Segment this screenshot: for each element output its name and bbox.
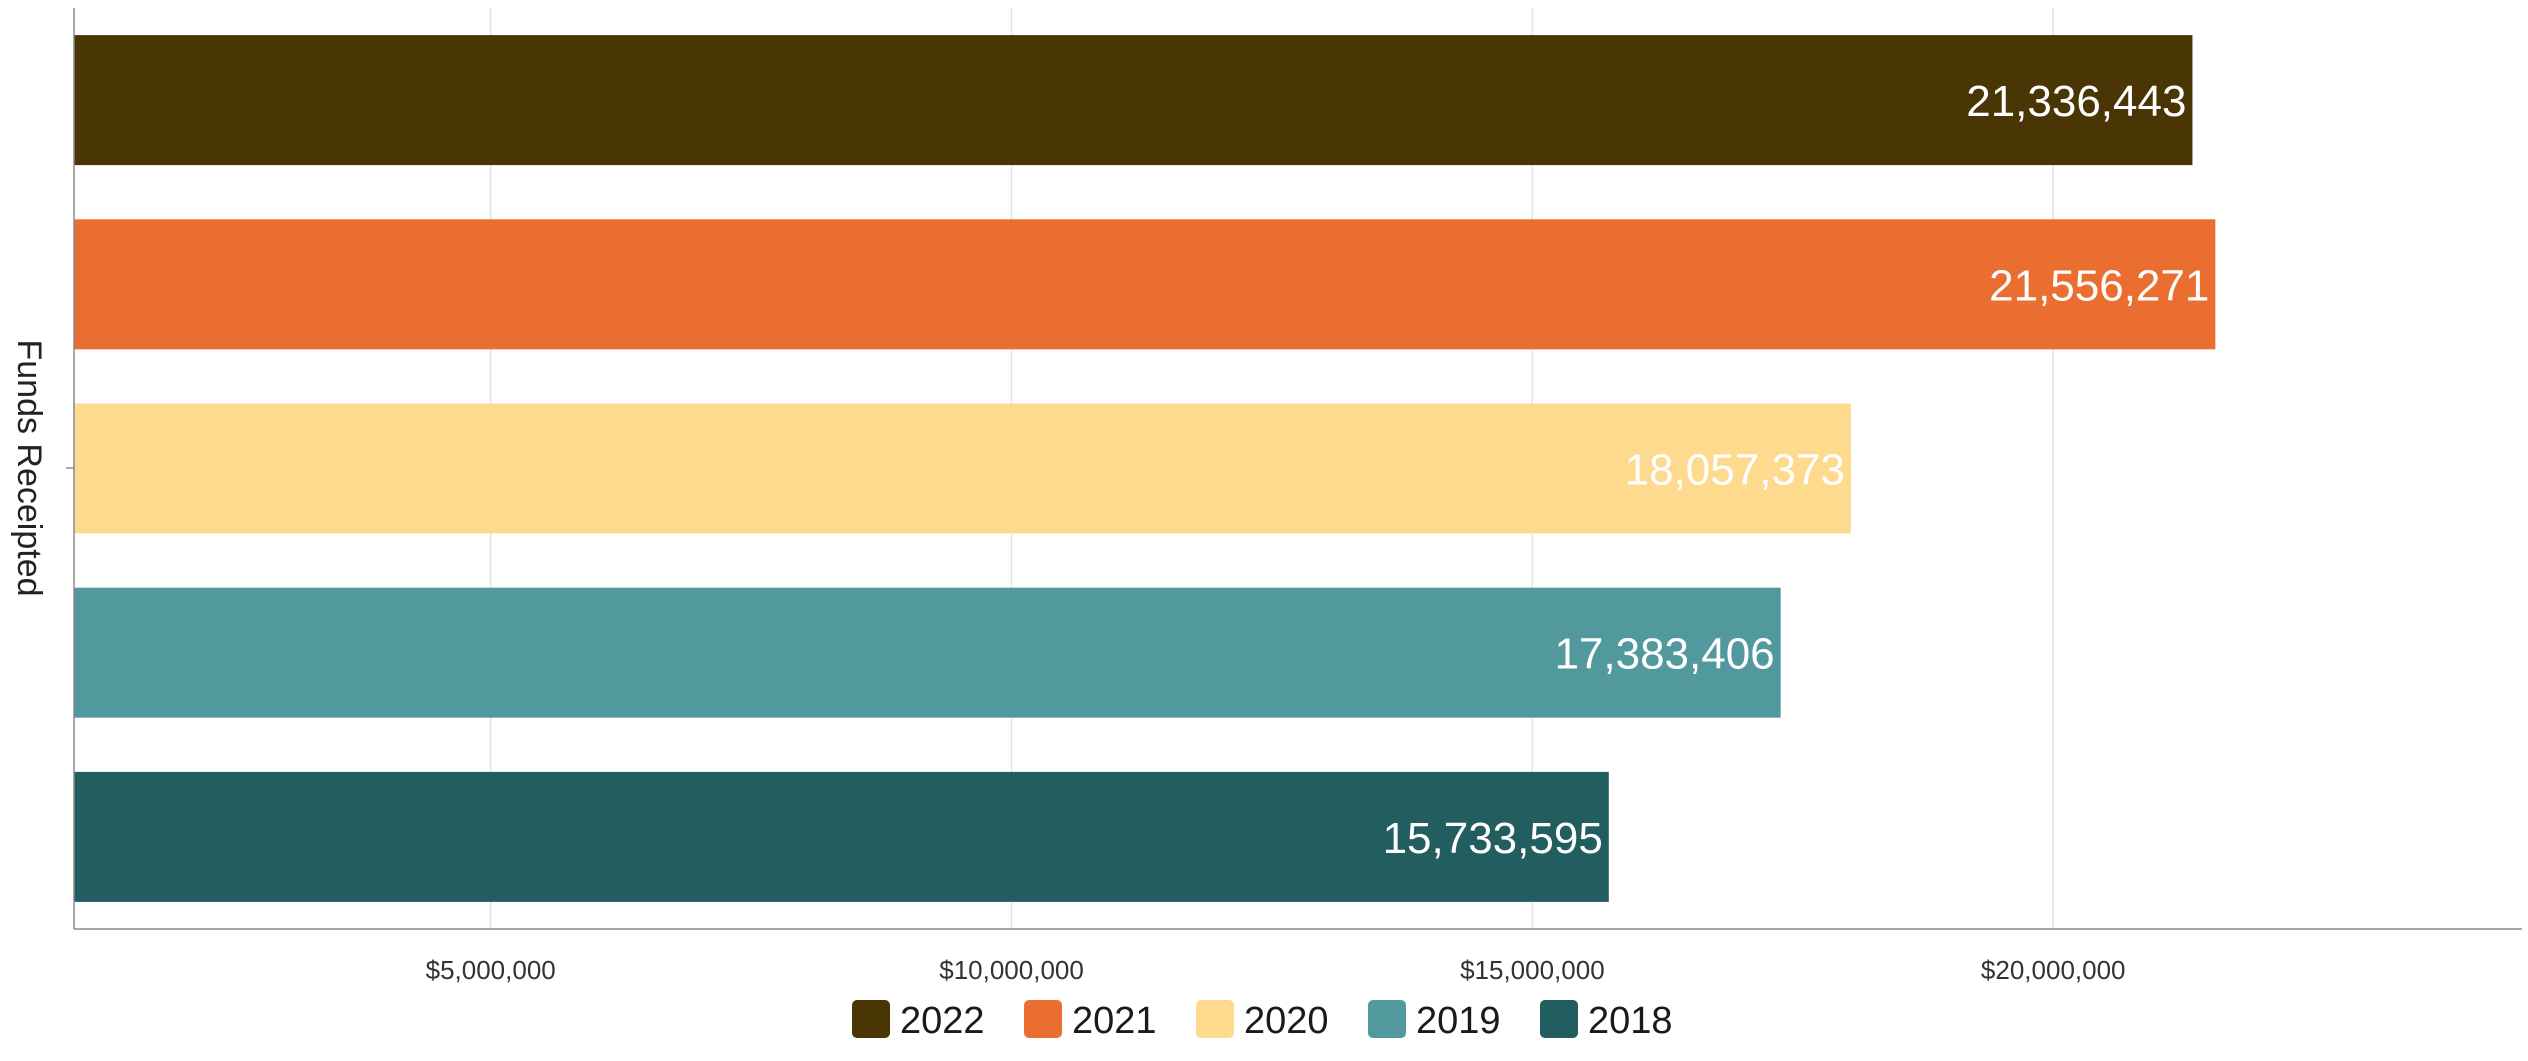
bar-value-label: 15,733,595 [1383, 814, 1603, 863]
bar-value-label: 21,336,443 [1966, 77, 2186, 126]
bar-2018 [74, 771, 1609, 902]
legend-label: 2022 [900, 1000, 985, 1042]
legend-swatch-2021 [1024, 1000, 1062, 1038]
legend-swatch-2022 [852, 1000, 890, 1038]
axes: $5,000,000 $10,000,000 $15,000,000 $20,000,… [66, 8, 2522, 985]
legend-label: 2018 [1588, 1000, 1673, 1042]
x-tick-label: $20,000,000 [1981, 955, 2126, 985]
bar-value-label: 17,383,406 [1554, 630, 1774, 679]
legend-label: 2020 [1244, 1000, 1329, 1042]
legend-swatch-2020 [1196, 1000, 1234, 1038]
legend-label: 2019 [1416, 1000, 1501, 1042]
bar-2019 [74, 587, 1781, 718]
y-axis-title: Funds Receipted [10, 339, 48, 596]
legend: 2022 2021 2020 2019 2018 [852, 1000, 1673, 1042]
x-tick-label: $15,000,000 [1460, 955, 1605, 985]
legend-swatch-2018 [1540, 1000, 1578, 1038]
x-tick-label: $5,000,000 [426, 955, 556, 985]
bars: 21,336,443 21,556,271 18,057,373 17,383,406… [74, 35, 2216, 902]
bar-2020 [74, 403, 1851, 534]
legend-label: 2021 [1072, 1000, 1157, 1042]
bar-2022 [74, 35, 2193, 166]
bar-value-label: 21,556,271 [1989, 261, 2209, 310]
bar-value-label: 18,057,373 [1625, 446, 1845, 495]
bar-2021 [74, 219, 2216, 350]
x-tick-label: $10,000,000 [939, 955, 1084, 985]
legend-swatch-2019 [1368, 1000, 1406, 1038]
